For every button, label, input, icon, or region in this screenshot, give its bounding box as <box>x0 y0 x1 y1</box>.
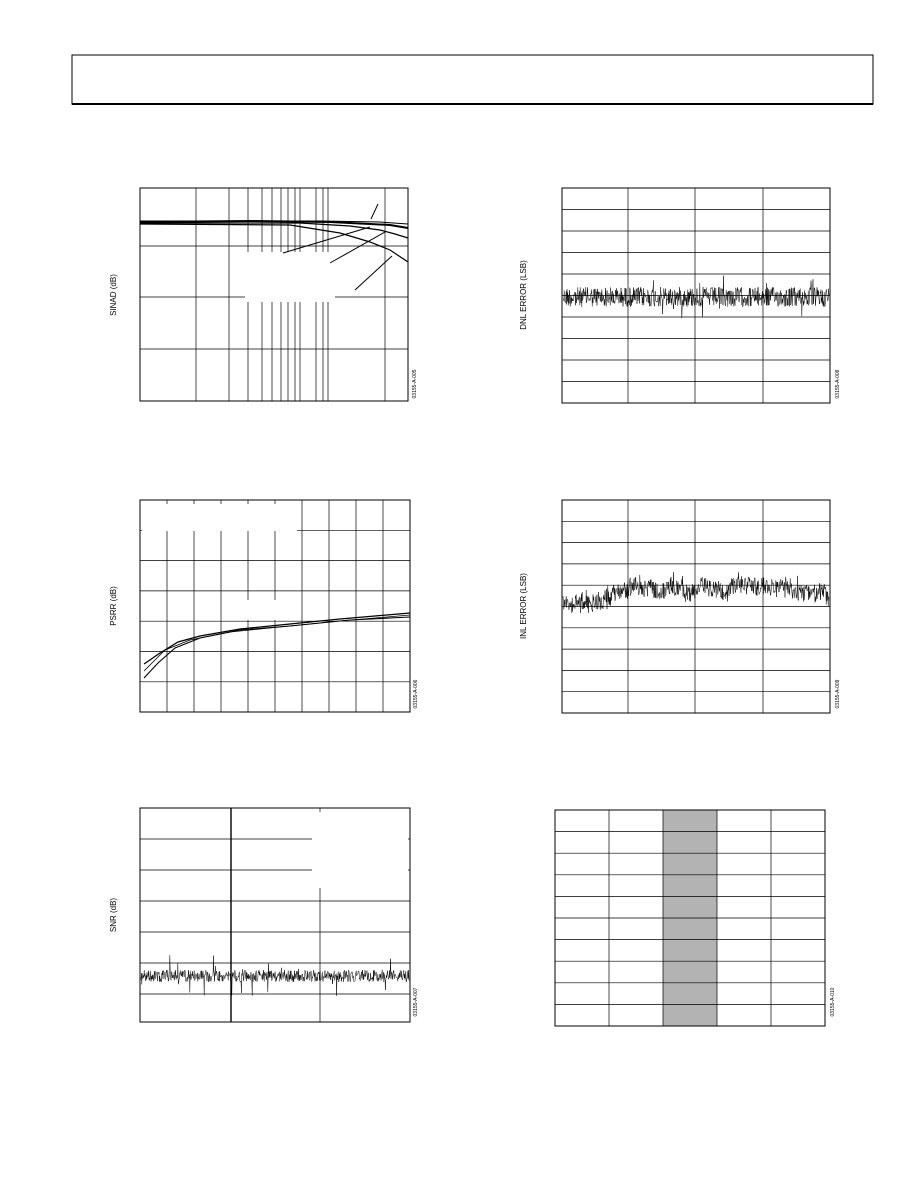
legend-blank <box>232 600 282 620</box>
plot-frame <box>139 499 411 713</box>
arrow <box>282 226 371 254</box>
trace <box>140 955 410 996</box>
y-axis-label: SNR (dB) <box>109 898 118 933</box>
trace <box>143 614 411 672</box>
trace <box>143 612 411 665</box>
legend-blank <box>142 504 297 531</box>
trace <box>139 223 409 263</box>
legend-blank <box>245 252 335 302</box>
trace <box>562 572 830 614</box>
y-axis-label: DNL ERROR (LSB) <box>519 260 528 330</box>
figure-code: 03155-A-008 <box>835 369 841 398</box>
trace <box>140 220 409 225</box>
figure-code: 03155-A-010 <box>830 987 836 1016</box>
trace <box>562 275 830 319</box>
plot-frame <box>561 187 831 404</box>
figure-code: 03155-A-009 <box>835 679 841 708</box>
plot-frame <box>139 187 409 402</box>
plot-frame <box>554 809 826 1027</box>
trace <box>143 616 411 679</box>
figure-code: 03155-A-007 <box>413 987 419 1016</box>
arrow <box>354 255 393 291</box>
figure-code: 03155-A-005 <box>412 369 418 398</box>
y-axis-label: PSRR (dB) <box>109 586 118 626</box>
arrow <box>329 231 386 264</box>
plot-frame <box>139 807 411 1023</box>
arrow <box>370 203 379 220</box>
y-axis-label: SINAD (dB) <box>109 274 118 316</box>
header-box <box>71 54 874 105</box>
y-axis-label: INL ERROR (LSB) <box>519 573 528 639</box>
figure-code: 03155-A-006 <box>413 679 419 708</box>
legend-blank <box>312 812 408 888</box>
plot-frame <box>561 499 831 714</box>
